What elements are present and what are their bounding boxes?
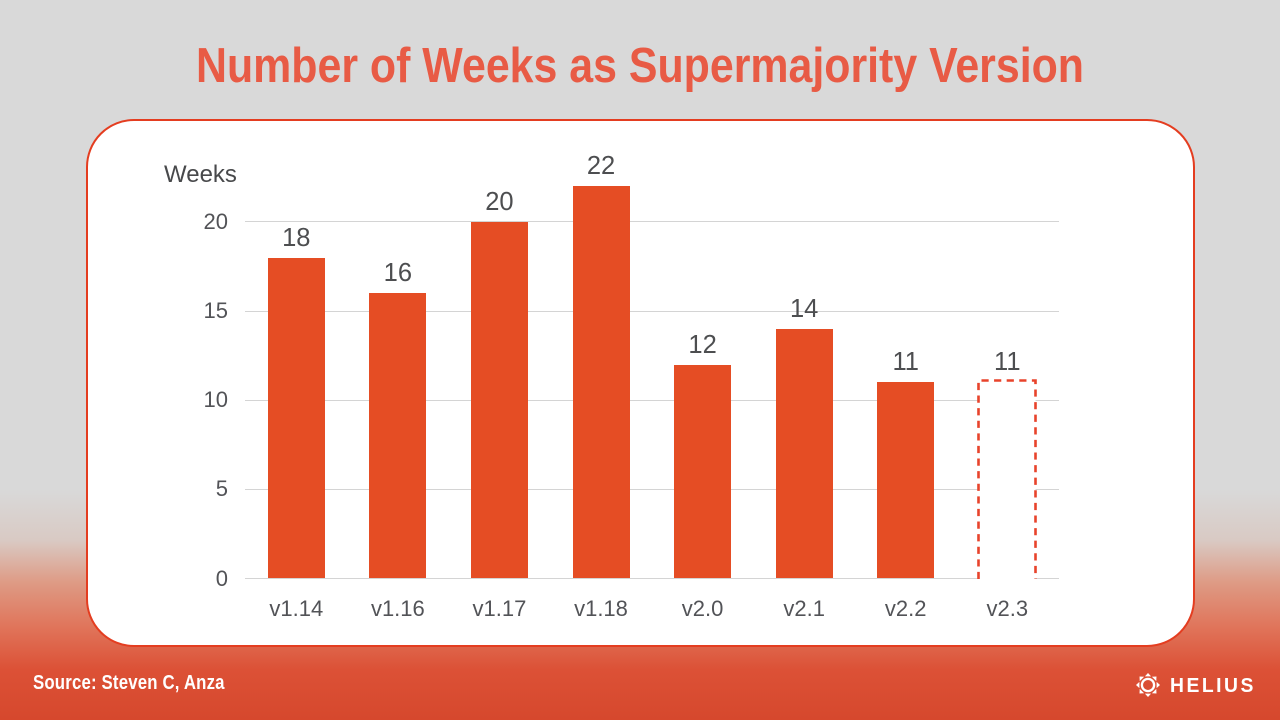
y-tick-label-0: 0 bbox=[215, 565, 228, 591]
gridline-10 bbox=[245, 399, 1059, 401]
x-tick-label-v1.16: v1.16 bbox=[370, 596, 425, 621]
value-label-v1.16: 16 bbox=[383, 259, 413, 288]
helius-sunburst-icon bbox=[1136, 673, 1160, 697]
bar-v2.1 bbox=[775, 328, 833, 579]
bar-v1.18 bbox=[572, 186, 630, 579]
chart-title: Number of Weeks as Supermajority Version bbox=[196, 39, 1084, 93]
x-tick-label-v1.18: v1.18 bbox=[574, 596, 628, 621]
y-tick-label-15: 15 bbox=[203, 298, 228, 324]
helius-wordmark: HELIUS bbox=[1170, 675, 1256, 697]
value-label-v2.0: 12 bbox=[688, 330, 717, 359]
bar-v2.2 bbox=[877, 382, 935, 579]
gridline-0 bbox=[245, 578, 1059, 579]
gridline-5 bbox=[245, 488, 1059, 490]
y-axis-label: Weeks bbox=[164, 161, 237, 188]
helius-logo: HELIUS bbox=[1136, 673, 1280, 699]
gridline-15 bbox=[245, 310, 1059, 312]
y-tick-label-20: 20 bbox=[203, 208, 228, 234]
value-label-v2.1: 14 bbox=[789, 294, 819, 323]
bar-v1.16 bbox=[369, 293, 427, 579]
source-caption: Source: Steven C, Anza bbox=[33, 672, 225, 694]
chart-card: Weeks 0 5 10 15 20 18 v1.14 16 v1.16 20 v1.17 22 v1… bbox=[86, 119, 1195, 647]
x-tick-label-v1.17: v1.17 bbox=[472, 596, 527, 621]
x-tick-label-v2.3: v2.3 bbox=[986, 596, 1029, 621]
value-label-v1.18: 22 bbox=[586, 152, 616, 181]
value-label-v1.17: 20 bbox=[485, 187, 514, 216]
x-tick-label-v2.0: v2.0 bbox=[681, 596, 724, 621]
value-label-v2.3: 11 bbox=[994, 348, 1021, 377]
x-tick-label-v2.1: v2.1 bbox=[783, 596, 825, 621]
bar-chart: Weeks 0 5 10 15 20 18 v1.14 16 v1.16 20 v1.17 22 v1… bbox=[86, 119, 1195, 647]
value-label-v2.2: 11 bbox=[892, 348, 919, 377]
value-label-v1.14: 18 bbox=[282, 223, 311, 252]
x-tick-label-v1.14: v1.14 bbox=[269, 596, 324, 621]
x-tick-label-v2.2: v2.2 bbox=[884, 596, 927, 621]
y-tick-label-5: 5 bbox=[215, 476, 228, 502]
bar-v2.0 bbox=[674, 364, 732, 579]
gridline-20 bbox=[245, 221, 1059, 223]
y-tick-label-10: 10 bbox=[203, 387, 228, 413]
bar-v1.14 bbox=[267, 257, 325, 579]
bar-v1.17 bbox=[470, 221, 528, 579]
